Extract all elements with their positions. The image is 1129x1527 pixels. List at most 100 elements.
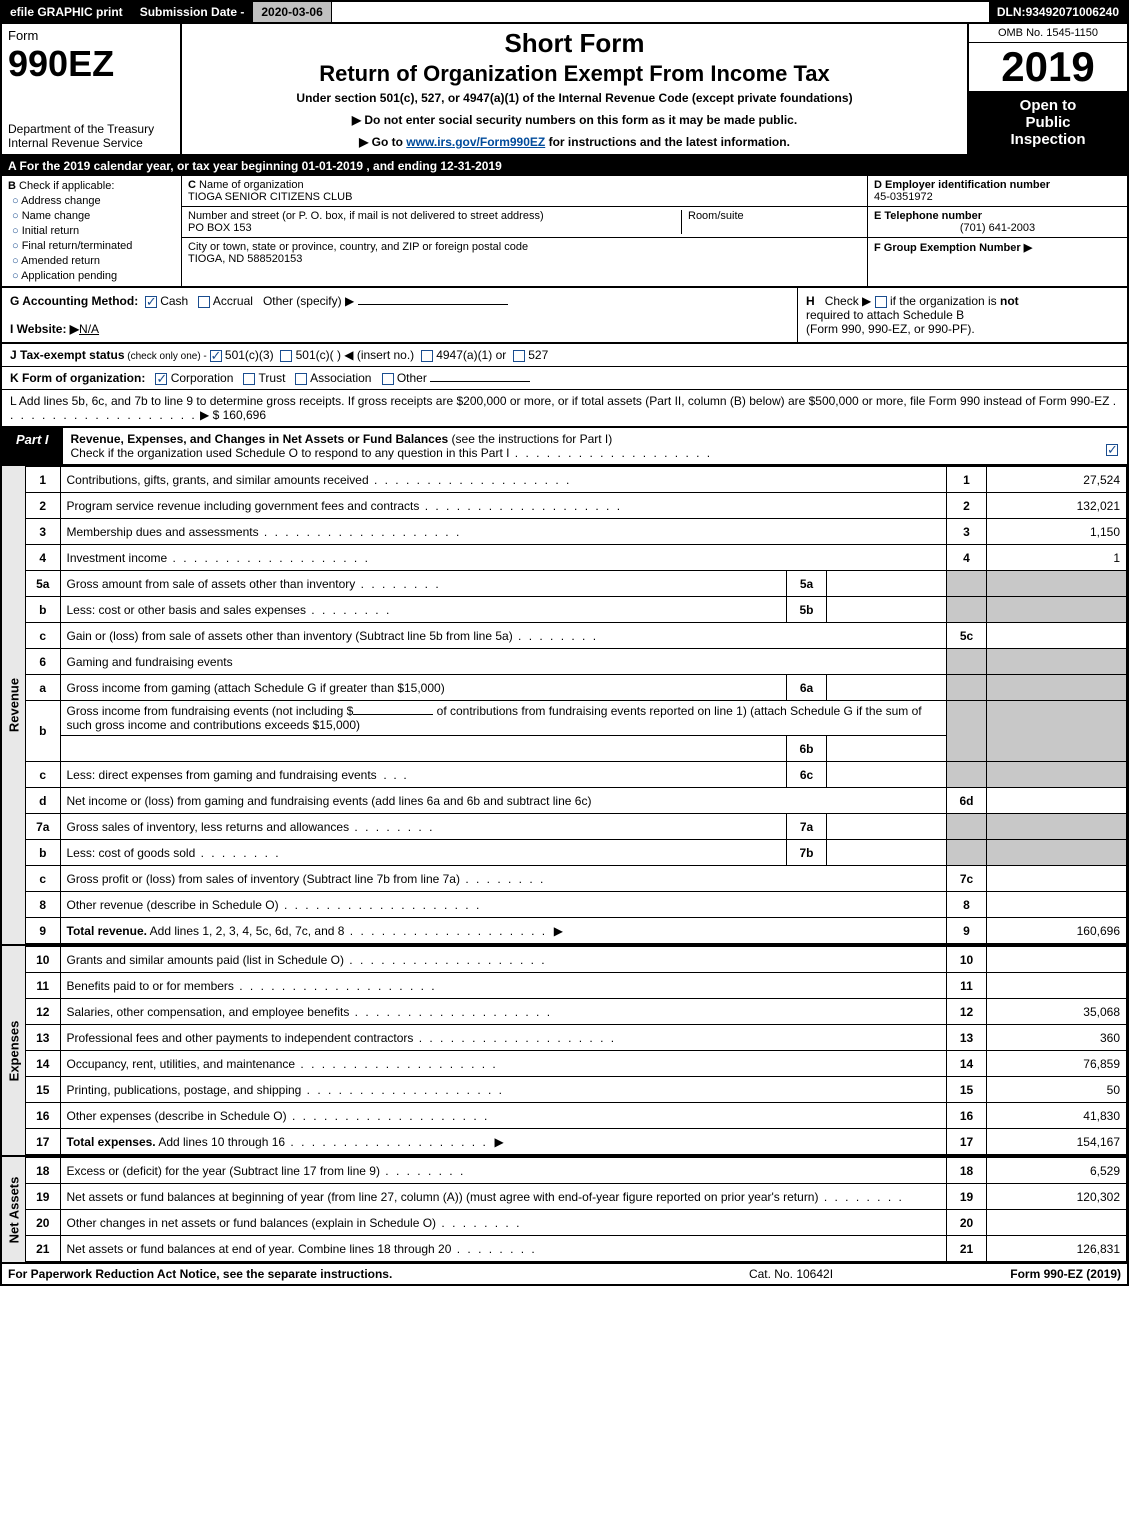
l18-num: 18 bbox=[26, 1158, 60, 1184]
l5c-num: c bbox=[26, 623, 60, 649]
l6b-input[interactable] bbox=[353, 714, 433, 715]
l4-num: 4 bbox=[26, 545, 60, 571]
l6d-v bbox=[987, 788, 1127, 814]
subtitle: Under section 501(c), 527, or 4947(a)(1)… bbox=[190, 91, 959, 105]
chk-name-change[interactable]: Name change bbox=[8, 210, 175, 222]
l5a-sv bbox=[827, 571, 947, 597]
form-word: Form bbox=[8, 28, 174, 43]
chk-trust[interactable] bbox=[243, 373, 255, 385]
header-left: Form 990EZ Department of the Treasury In… bbox=[2, 24, 182, 154]
chk-accrual[interactable] bbox=[198, 296, 210, 308]
inspection-box: Open to Public Inspection bbox=[969, 91, 1127, 154]
dln-label: DLN: bbox=[997, 5, 1026, 19]
part1-tab: Part I bbox=[2, 428, 63, 464]
l3-num: 3 bbox=[26, 519, 60, 545]
l5b-vs bbox=[987, 597, 1127, 623]
chk-schedule-o[interactable] bbox=[1106, 444, 1118, 456]
chk-501c[interactable] bbox=[280, 350, 292, 362]
k-other-input[interactable] bbox=[430, 381, 530, 382]
l13-desc: Professional fees and other payments to … bbox=[67, 1031, 414, 1045]
inspection-2: Public bbox=[973, 114, 1123, 131]
website-value: N/A bbox=[79, 322, 99, 336]
chk-address-change[interactable]: Address change bbox=[8, 195, 175, 207]
l11-desc: Benefits paid to or for members bbox=[67, 979, 234, 993]
chk-application-pending[interactable]: Application pending bbox=[8, 270, 175, 282]
gh-row: G Accounting Method: Cash Accrual Other … bbox=[0, 288, 1129, 344]
l6d-r: 6d bbox=[947, 788, 987, 814]
part1-dots bbox=[509, 446, 712, 460]
k-assoc: Association bbox=[310, 371, 371, 385]
chk-cash[interactable] bbox=[145, 296, 157, 308]
l14-num: 14 bbox=[26, 1051, 60, 1077]
part1-title-rest: (see the instructions for Part I) bbox=[448, 432, 612, 446]
footer-right: Form 990-EZ (2019) bbox=[921, 1267, 1121, 1281]
l4-desc: Investment income bbox=[67, 551, 168, 565]
l6b-rs bbox=[947, 701, 987, 762]
j-opt4: 527 bbox=[528, 348, 548, 362]
l7c-num: c bbox=[26, 866, 60, 892]
l6b-d1: Gross income from fundraising events (no… bbox=[67, 704, 354, 718]
org-address: PO BOX 153 bbox=[188, 222, 252, 234]
line-19: 19Net assets or fund balances at beginni… bbox=[26, 1184, 1127, 1210]
l5a-desc: Gross amount from sale of assets other t… bbox=[67, 577, 356, 591]
l6c-rs bbox=[947, 762, 987, 788]
chk-other-org[interactable] bbox=[382, 373, 394, 385]
l12-desc: Salaries, other compensation, and employ… bbox=[67, 1005, 350, 1019]
g-label: G Accounting Method: bbox=[10, 294, 138, 308]
l6c-num: c bbox=[26, 762, 60, 788]
h-not: not bbox=[1000, 294, 1019, 308]
l-arrow: ▶ $ bbox=[200, 408, 223, 422]
l17-r: 17 bbox=[947, 1129, 987, 1155]
l13-v: 360 bbox=[987, 1025, 1127, 1051]
l8-v bbox=[987, 892, 1127, 918]
tax-year: 2019 bbox=[969, 43, 1127, 91]
l1-desc: Contributions, gifts, grants, and simila… bbox=[67, 473, 369, 487]
footer-cat: Cat. No. 10642I bbox=[661, 1267, 921, 1281]
l9-desc2: Add lines 1, 2, 3, 4, 5c, 6d, 7c, and 8 bbox=[147, 924, 344, 938]
l6a-sn: 6a bbox=[787, 675, 827, 701]
l19-v: 120,302 bbox=[987, 1184, 1127, 1210]
line-16: 16Other expenses (describe in Schedule O… bbox=[26, 1103, 1127, 1129]
chk-schedule-b[interactable] bbox=[875, 296, 887, 308]
l9-v: 160,696 bbox=[987, 918, 1127, 944]
chk-corporation[interactable] bbox=[155, 373, 167, 385]
chk-final-return[interactable]: Final return/terminated bbox=[8, 240, 175, 252]
submission-date-label: Submission Date - bbox=[132, 2, 254, 22]
page-footer: For Paperwork Reduction Act Notice, see … bbox=[0, 1264, 1129, 1286]
other-input[interactable] bbox=[358, 304, 508, 305]
efile-label[interactable]: efile GRAPHIC print bbox=[2, 2, 132, 22]
chk-4947[interactable] bbox=[421, 350, 433, 362]
section-b: B Check if applicable: Address change Na… bbox=[2, 176, 182, 286]
l6b-num: b bbox=[26, 701, 60, 762]
chk-association[interactable] bbox=[295, 373, 307, 385]
irs-link[interactable]: www.irs.gov/Form990EZ bbox=[406, 135, 545, 149]
l19-num: 19 bbox=[26, 1184, 60, 1210]
chk-527[interactable] bbox=[513, 350, 525, 362]
l21-v: 126,831 bbox=[987, 1236, 1127, 1262]
line-7a: 7aGross sales of inventory, less returns… bbox=[26, 814, 1127, 840]
chk-amended-return[interactable]: Amended return bbox=[8, 255, 175, 267]
ein-value: 45-0351972 bbox=[874, 191, 933, 203]
accrual-label: Accrual bbox=[213, 294, 253, 308]
l6-vs bbox=[987, 649, 1127, 675]
line-15: 15Printing, publications, postage, and s… bbox=[26, 1077, 1127, 1103]
dln-value: 93492071006240 bbox=[1026, 5, 1119, 19]
k-other: Other bbox=[397, 371, 427, 385]
part1-check-line: Check if the organization used Schedule … bbox=[71, 446, 510, 460]
l8-desc: Other revenue (describe in Schedule O) bbox=[67, 898, 279, 912]
h-letter: H bbox=[806, 294, 815, 308]
l12-v: 35,068 bbox=[987, 999, 1127, 1025]
e-label: E Telephone number bbox=[874, 210, 982, 222]
l5a-num: 5a bbox=[26, 571, 60, 597]
l20-r: 20 bbox=[947, 1210, 987, 1236]
l13-r: 13 bbox=[947, 1025, 987, 1051]
chk-initial-return[interactable]: Initial return bbox=[8, 225, 175, 237]
l10-desc: Grants and similar amounts paid (list in… bbox=[67, 953, 344, 967]
i-label: I Website: ▶ bbox=[10, 322, 79, 336]
tax-period: A For the 2019 calendar year, or tax yea… bbox=[0, 156, 1129, 176]
l17-num: 17 bbox=[26, 1129, 60, 1155]
l7c-desc: Gross profit or (loss) from sales of inv… bbox=[67, 872, 460, 886]
title-short-form: Short Form bbox=[190, 28, 959, 59]
l6a-num: a bbox=[26, 675, 60, 701]
chk-501c3[interactable] bbox=[210, 350, 222, 362]
